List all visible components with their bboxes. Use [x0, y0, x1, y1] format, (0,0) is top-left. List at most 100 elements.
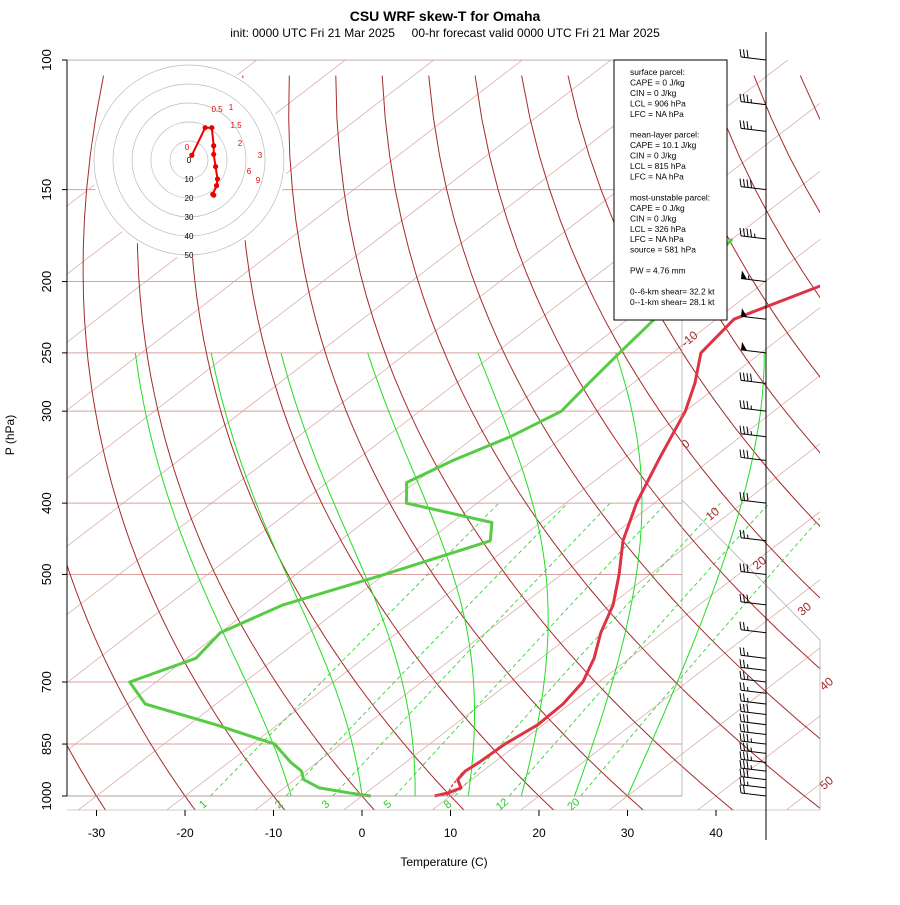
- info-box-line: LCL = 326 hPa: [630, 224, 686, 234]
- mixing-ratio-label: 20: [565, 796, 582, 813]
- dry-adiabat-line: [382, 76, 824, 812]
- wind-barb: [740, 622, 766, 633]
- y-tick-label: 150: [39, 179, 54, 201]
- info-box-line: CIN = 0 J/kg: [630, 151, 677, 161]
- x-tick-label: 10: [444, 826, 458, 840]
- hodograph-ring-label: 50: [185, 251, 194, 260]
- info-box-line: LCL = 815 hPa: [630, 161, 686, 171]
- mixing-ratio-line: [581, 503, 834, 796]
- wind-barb: [740, 704, 766, 715]
- dry-adiabat-line: [289, 76, 645, 812]
- y-tick-label: 1000: [39, 782, 54, 811]
- hodograph-height-label: 3: [258, 151, 263, 160]
- dry-adiabat-line: [800, 76, 900, 812]
- wind-barb: [740, 492, 766, 503]
- hodograph-height-label: 9: [256, 176, 261, 185]
- x-tick-label: 40: [709, 826, 723, 840]
- hodograph-point: [211, 143, 216, 148]
- mixing-ratio-line: [286, 503, 568, 796]
- hodograph-point: [214, 183, 219, 188]
- hodograph-point: [215, 176, 220, 181]
- x-tick-label: 0: [359, 826, 366, 840]
- info-box-line: CAPE = 10.1 J/kg: [630, 140, 697, 150]
- hodograph-point: [211, 193, 216, 198]
- hodograph-height-label: 0.5: [211, 105, 223, 114]
- wind-barb: [740, 372, 766, 383]
- info-box-line: 0--1-km shear= 28.1 kt: [630, 297, 715, 307]
- hodograph-point: [203, 125, 208, 130]
- hodograph-height-label: 1.5: [230, 121, 242, 130]
- wind-barb: [740, 724, 766, 735]
- x-tick-label: -20: [176, 826, 194, 840]
- hodograph-height-label: 1: [229, 103, 234, 112]
- chart-subtitle: init: 0000 UTC Fri 21 Mar 2025 00-hr for…: [230, 26, 660, 40]
- isotherm-line: [784, 44, 900, 812]
- x-tick-label: 20: [532, 826, 546, 840]
- y-axis-label: P (hPa): [3, 415, 17, 455]
- info-box-line: CIN = 0 J/kg: [630, 213, 677, 223]
- hodograph-point: [189, 153, 194, 158]
- info-box-line: LFC = NA hPa: [630, 109, 684, 119]
- hodograph-height-label: 0: [185, 143, 190, 152]
- x-tick-label: 30: [621, 826, 635, 840]
- wind-barb: [740, 693, 766, 704]
- info-box-line: LFC = NA hPa: [630, 234, 684, 244]
- hodograph-point: [211, 152, 216, 157]
- y-tick-label: 500: [39, 564, 54, 586]
- isotherm-label: -10: [678, 328, 701, 350]
- info-box-line: CIN = 0 J/kg: [630, 88, 677, 98]
- hodograph-ring-label: 40: [185, 232, 194, 241]
- x-tick-label: -10: [265, 826, 283, 840]
- hodograph-ring-label: 10: [185, 175, 194, 184]
- isotherm-label: 0: [678, 436, 692, 451]
- hodograph-ring-label: 30: [185, 213, 194, 222]
- y-tick-label: 850: [39, 733, 54, 755]
- info-box-line: CAPE = 0 J/kg: [630, 77, 685, 87]
- wind-barb: [741, 271, 766, 282]
- dry-adiabat-line: [707, 76, 900, 812]
- wind-barb: [741, 342, 766, 353]
- dry-adiabat-line: [240, 76, 555, 812]
- isotherm-line: [253, 44, 900, 812]
- wind-barb: [740, 733, 766, 744]
- wind-barbs: [740, 32, 766, 840]
- wind-barb: [740, 228, 766, 239]
- chart-title: CSU WRF skew-T for Omaha: [350, 8, 541, 24]
- wind-barb: [740, 659, 766, 670]
- info-box-line: CAPE = 0 J/kg: [630, 203, 685, 213]
- hodograph-point: [209, 125, 214, 130]
- wind-barb: [740, 671, 766, 682]
- wind-barb: [740, 714, 766, 725]
- y-tick-label: 300: [39, 400, 54, 422]
- dry-adiabat-line: [847, 76, 900, 812]
- info-box-line: source = 581 hPa: [630, 245, 696, 255]
- hodograph-height-label: 6: [247, 167, 252, 176]
- info-box-line: most-unstable parcel:: [630, 192, 710, 202]
- hodograph-ring-label: 20: [185, 194, 194, 203]
- x-tick-label: -30: [88, 826, 106, 840]
- mixing-ratio-line: [395, 503, 666, 796]
- info-box-line: 0--6-km shear= 32.2 kt: [630, 286, 715, 296]
- x-axis-label: Temperature (C): [400, 855, 487, 869]
- y-tick-label: 700: [39, 671, 54, 693]
- hodograph-point: [213, 164, 218, 169]
- y-tick-label: 100: [39, 49, 54, 71]
- mixing-ratio-label: 12: [494, 796, 511, 813]
- hodograph-height-label: 2: [238, 139, 243, 148]
- mixing-ratio-label: 5: [382, 798, 394, 811]
- info-box-line: LCL = 906 hPa: [630, 98, 686, 108]
- y-tick-label: 200: [39, 271, 54, 293]
- mixing-ratio-label: 3: [320, 798, 332, 811]
- mixing-ratio-label: 1: [197, 798, 209, 811]
- wind-barb: [740, 49, 766, 60]
- mixing-ratio-label: 8: [442, 798, 454, 811]
- isotherm-label: 30: [795, 599, 814, 619]
- info-box-line: LFC = NA hPa: [630, 172, 684, 182]
- info-box-line: PW = 4.76 mm: [630, 266, 686, 276]
- y-tick-label: 400: [39, 492, 54, 514]
- wind-barb: [740, 120, 766, 131]
